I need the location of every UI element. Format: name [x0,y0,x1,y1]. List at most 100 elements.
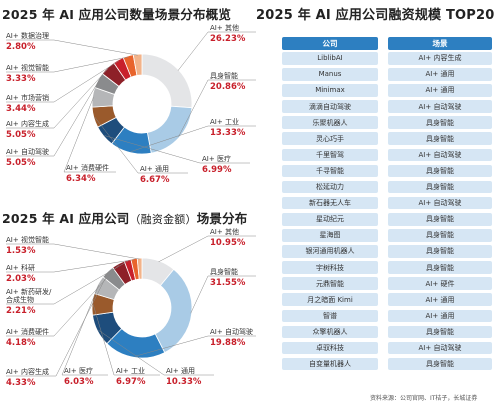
slice-value-1: 31.55% [210,278,246,288]
slice-name-8: AI+ 新药研发/ [6,287,52,296]
slice-name-7: AI+ 内容生成 [6,119,49,128]
cell-company: 元鼎智能 [282,277,378,290]
leader-line-7 [6,264,119,337]
cell-company: 新石器无人车 [282,196,378,210]
table-row: Minimax AI+ 通用 [282,84,492,97]
leader-line-7 [6,68,109,129]
cell-company: Manus [282,68,378,81]
cell-company: 星动纪元 [282,212,378,226]
slice-name-2: AI+ 工业 [210,117,239,126]
table-header: 公司 场景 [282,37,492,50]
cell-scene: AI+ 自动驾驶 [388,100,492,113]
cell-company: 众擎机器人 [282,325,378,339]
slice-value-9: 3.33% [6,74,36,84]
cell-company: Minimax [282,84,378,97]
leader-line-0 [177,31,256,71]
chart1-title: 2025 年 AI 应用公司数量场景分布概览 [2,7,232,22]
cell-scene: 具身智能 [388,164,492,178]
table-row: 千寻智能 具身智能 [282,164,492,178]
leader-line-4 [94,116,188,174]
cell-scene: AI+ 自动驾驶 [388,341,492,355]
leader-line-10 [6,39,138,56]
table-row: 银河通用机器人 具身智能 [282,245,492,258]
chart2-donut: AI+ 其他 10.95% 具身智能 31.55% AI+ 自动驾驶 19.88% AI+ … [6,227,256,388]
table-row: 自变量机器人 具身智能 [282,357,492,371]
slice-value-6: 4.33% [6,378,36,388]
table-row: 卓驭科技 AI+ 自动驾驶 [282,341,492,355]
slice-value-4: 6.67% [140,175,170,185]
slice-name-5: AI+ 医疗 [64,366,93,375]
slice-name-1: 具身智能 [210,267,238,276]
slice-value-4: 6.97% [116,377,146,387]
leader-line-2 [130,125,256,152]
slice-name-10: AI+ 视觉智能 [6,235,49,244]
cell-scene: AI+ 自动驾驶 [388,148,492,162]
chart2-title-main: 2025 年 AI 应用公司 [2,211,130,226]
cell-company: 千寻智能 [282,164,378,178]
chart2-title: 2025 年 AI 应用公司（融资金额）场景分布 [2,208,248,227]
cell-company: 乐聚机器人 [282,116,378,129]
slice-value-3: 10.33% [166,377,202,387]
cell-company: 星海图 [282,229,378,242]
leader-line-3 [104,135,250,164]
slice-value-7: 4.18% [6,338,36,348]
slice-value-0: 10.95% [210,238,246,248]
slice-name-2: AI+ 自动驾驶 [210,327,253,336]
cell-scene: 具身智能 [388,132,492,146]
cell-scene: AI+ 通用 [388,84,492,97]
table-row: 众擎机器人 具身智能 [282,325,492,339]
cell-scene: AI+ 内容生成 [388,52,492,65]
slice-value-5: 6.03% [64,377,94,387]
cell-company: 灵心巧手 [282,132,378,146]
leader-line-1 [178,79,256,137]
slice-value-10: 1.53% [6,246,36,256]
leader-line-0 [158,235,256,263]
leader-line-1 [190,275,256,314]
table-row: 星海图 具身智能 [282,229,492,242]
table-row: 智谱 AI+ 通用 [282,309,492,323]
leader-line-3 [98,329,214,376]
slice-10 [136,257,143,280]
cell-scene: 具身智能 [388,357,492,371]
table-row: 月之暗面 Kimi AI+ 通用 [282,293,492,306]
cell-scene: 具身智能 [388,261,492,274]
leader-line-8 [6,60,119,103]
cell-scene: 具身智能 [388,212,492,226]
cell-scene: 具身智能 [388,180,492,194]
slice-value-6: 5.05% [6,158,36,168]
cell-company: LiblibAI [282,52,378,65]
slice-name-1: 具身智能 [210,71,238,80]
slice-value-1: 20.86% [210,82,246,92]
slice-name-0: AI+ 其他 [210,227,239,236]
cell-company: 银河通用机器人 [282,245,378,258]
cell-scene: 具身智能 [388,245,492,258]
leader-line-2 [134,335,256,357]
cell-scene: 具身智能 [388,229,492,242]
header-scene: 场景 [388,37,492,50]
slice-name-5: AI+ 消费硬件 [66,163,109,172]
source-note: 资料来源：公司官网、IT桔子，长城证券 [370,395,478,402]
cell-company: 卓驭科技 [282,341,378,355]
cell-scene: 具身智能 [388,116,492,129]
slice-value-0: 26.23% [210,34,246,44]
header-company: 公司 [282,37,378,50]
slice-value-8: 3.44% [6,104,36,114]
slice-10 [132,53,143,76]
slice-name-9: AI+ 科研 [6,263,35,272]
slice-1 [146,105,193,154]
leader-line-8 [6,260,128,305]
slice-name-10: AI+ 数据治理 [6,31,49,40]
leader-line-6 [6,80,100,157]
slice-name-8: AI+ 市场营销 [6,93,49,102]
chart1-donut: AI+ 其他 26.23% 具身智能 20.86% AI+ 工业 13.33% AI+ 医疗… [6,23,256,185]
cell-scene: 具身智能 [388,325,492,339]
cell-company: 千里智驾 [282,148,378,162]
leader-line-5 [61,285,108,376]
table-row: 灵心巧手 具身智能 [282,132,492,146]
slice-name-0: AI+ 其他 [210,23,239,32]
slice-value-10: 2.80% [6,42,36,52]
top20-table: 公司 场景 LiblibAI AI+ 内容生成 Manus AI+ 通用 Minimax… [282,37,492,374]
cell-company: 自变量机器人 [282,357,378,371]
leader-line-4 [92,304,160,376]
slice-value-9: 2.03% [6,274,36,284]
